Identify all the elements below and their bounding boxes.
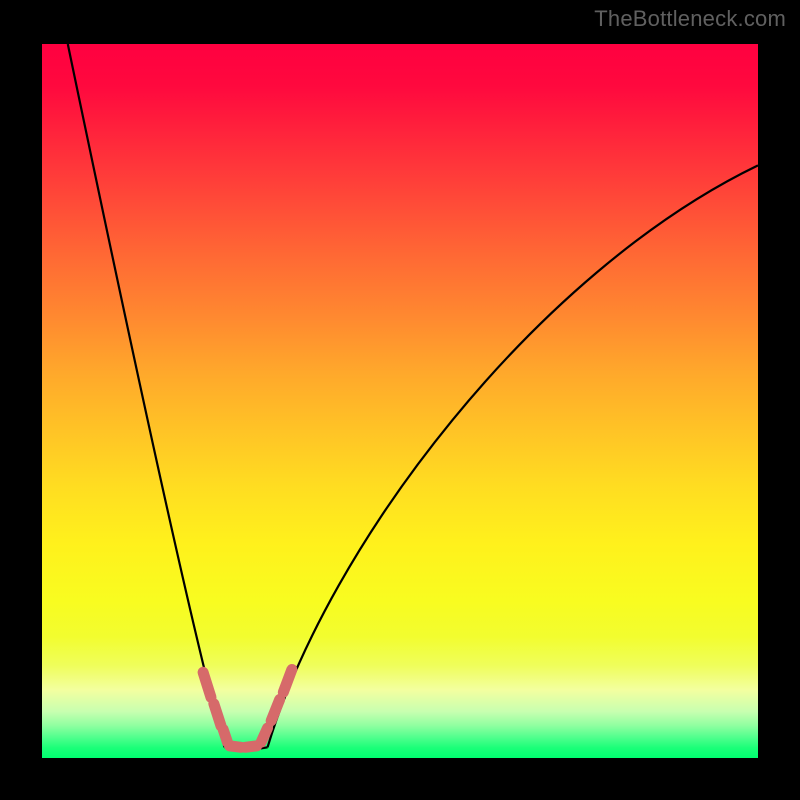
dash-right-0 <box>261 728 267 742</box>
dash-bottom-1 <box>245 746 256 747</box>
dash-left-2 <box>223 729 227 742</box>
dash-right-1 <box>271 699 280 720</box>
chart-frame: TheBottleneck.com <box>0 0 800 800</box>
dash-left-0 <box>203 672 211 697</box>
curve-right-branch <box>268 165 758 747</box>
curve-layer <box>42 44 758 758</box>
dash-left-1 <box>214 704 221 726</box>
curve-left-branch <box>68 44 225 747</box>
dash-bottom-0 <box>230 746 241 747</box>
watermark-text: TheBottleneck.com <box>594 6 786 32</box>
plot-area <box>42 44 758 758</box>
dash-right-2 <box>283 669 292 692</box>
